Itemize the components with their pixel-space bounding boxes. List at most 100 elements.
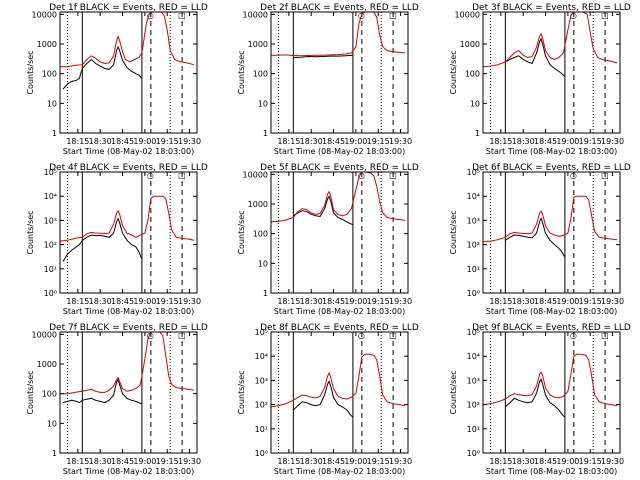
circle-marker-glyph: ○ [358, 11, 365, 20]
x-tick-label: 18:45 [111, 457, 134, 466]
series-line-events [292, 380, 354, 418]
y-tick-label: 10¹ [467, 425, 480, 434]
y-axis-label: Counts/sec [237, 50, 246, 94]
circle-marker-glyph: ○ [570, 11, 577, 20]
panel-title: Det 6f BLACK = Events, RED = LLD [472, 163, 631, 173]
x-axis-label: Start Time (08-May-02 18:03:00) [274, 147, 405, 156]
x-axis-label: Start Time (08-May-02 18:03:00) [274, 467, 405, 476]
y-tick-label: 100 [253, 70, 268, 79]
x-tick-label: 19:15 [156, 137, 179, 146]
y-axis-label: Counts/sec [26, 370, 35, 414]
circle-marker-glyph: ○ [358, 331, 365, 340]
x-tick-label: 18:45 [322, 297, 345, 306]
y-tick-label: 10 [258, 99, 268, 108]
x-tick-label: 19:00 [133, 297, 156, 306]
y-tick-label: 10² [255, 401, 268, 410]
plot-area [271, 172, 406, 226]
y-tick-label: 10³ [467, 216, 480, 225]
plot-area [483, 353, 618, 418]
plot-area [483, 12, 618, 77]
x-tick-label: 19:15 [367, 297, 390, 306]
y-axis-label: Counts/sec [26, 210, 35, 254]
y-tick-label: 10000 [243, 10, 268, 19]
plot-frame [59, 11, 198, 134]
x-axis-label: Start Time (08-May-02 18:03:00) [274, 307, 405, 316]
circle-marker-glyph: ○ [147, 331, 154, 340]
panel-8: Det 8f BLACK = Events, RED = LLD 10⁰ 10¹ 10… [237, 323, 419, 476]
y-tick-label: 1 [475, 129, 480, 138]
x-tick-label: 18:45 [322, 457, 345, 466]
x-tick-label: 18:30 [89, 137, 112, 146]
y-tick-label: 1000 [37, 360, 57, 369]
plot-area [271, 353, 406, 418]
y-tick-label: 10⁴ [255, 352, 268, 361]
y-axis-label: Counts/sec [26, 50, 35, 94]
plot-area [271, 12, 406, 58]
x-tick-label: 18:15 [277, 137, 300, 146]
x-tick-label: 19:00 [344, 457, 367, 466]
panel-title: Det 7f BLACK = Events, RED = LLD [49, 323, 208, 333]
x-axis-label: Start Time (08-May-02 18:03:00) [63, 307, 194, 316]
y-tick-label: 100 [253, 230, 268, 239]
y-tick-label: 1000 [248, 200, 268, 209]
panel-title: Det 8f BLACK = Events, RED = LLD [260, 323, 419, 333]
square-marker-glyph: □ [389, 11, 397, 20]
y-tick-label: 10 [47, 419, 57, 428]
x-tick-label: 18:30 [300, 137, 323, 146]
panel-title: Det 3f BLACK = Events, RED = LLD [472, 3, 631, 13]
y-tick-label: 10⁴ [467, 192, 480, 201]
plot-frame [482, 11, 621, 134]
plot-frame [270, 171, 409, 294]
series-line-lld [271, 12, 406, 57]
y-tick-label: 100 [465, 70, 480, 79]
circle-marker-glyph: ○ [570, 331, 577, 340]
panel-title: Det 1f BLACK = Events, RED = LLD [49, 3, 208, 13]
y-tick-label: 10³ [44, 216, 57, 225]
y-tick-label: 10³ [467, 376, 480, 385]
square-marker-glyph: □ [601, 11, 609, 20]
y-tick-label: 10⁰ [44, 289, 57, 298]
y-tick-label: 1 [52, 129, 57, 138]
panel-title: Det 4f BLACK = Events, RED = LLD [49, 163, 208, 173]
series-line-lld [483, 12, 618, 68]
plot-frame [482, 171, 621, 294]
series-line-events [504, 378, 566, 418]
y-tick-label: 10⁵ [467, 168, 480, 177]
x-tick-label: 19:15 [579, 297, 602, 306]
y-tick-label: 10 [47, 99, 57, 108]
series-line-lld [271, 172, 406, 223]
series-line-events [293, 54, 353, 58]
x-tick-label: 19:00 [556, 297, 579, 306]
square-marker-glyph: □ [389, 331, 397, 340]
x-tick-label: 19:00 [344, 297, 367, 306]
x-tick-label: 19:30 [178, 457, 201, 466]
y-tick-label: 1000 [37, 40, 57, 49]
x-tick-label: 18:15 [66, 137, 89, 146]
y-axis-label: Counts/sec [449, 370, 458, 414]
circle-marker-glyph: ○ [147, 171, 154, 180]
circle-marker-glyph: ○ [147, 11, 154, 20]
x-tick-label: 19:30 [389, 137, 412, 146]
x-axis-label: Start Time (08-May-02 18:03:00) [63, 147, 194, 156]
series-line-lld [483, 195, 618, 243]
x-tick-label: 19:30 [601, 297, 624, 306]
square-marker-glyph: □ [178, 171, 186, 180]
x-tick-label: 18:15 [277, 297, 300, 306]
y-axis-label: Counts/sec [449, 210, 458, 254]
panel-title: Det 5f BLACK = Events, RED = LLD [260, 163, 419, 173]
x-tick-label: 18:15 [489, 457, 512, 466]
x-tick-label: 18:15 [489, 137, 512, 146]
square-marker-glyph: □ [178, 331, 186, 340]
y-tick-label: 10¹ [467, 265, 480, 274]
series-line-lld [60, 12, 195, 68]
plot-frame [59, 171, 198, 294]
panel-5: Det 5f BLACK = Events, RED = LLD 1 10 100 10… [237, 163, 419, 316]
y-tick-label: 10000 [32, 330, 57, 339]
plot-frame [270, 331, 409, 454]
y-tick-label: 1 [263, 289, 268, 298]
panel-6: Det 6f BLACK = Events, RED = LLD 10⁰ 10¹ 10… [449, 163, 631, 316]
y-tick-label: 10⁴ [467, 352, 480, 361]
series-line-events [62, 378, 143, 405]
series-line-events [62, 45, 143, 90]
y-axis-label: Counts/sec [237, 210, 246, 254]
